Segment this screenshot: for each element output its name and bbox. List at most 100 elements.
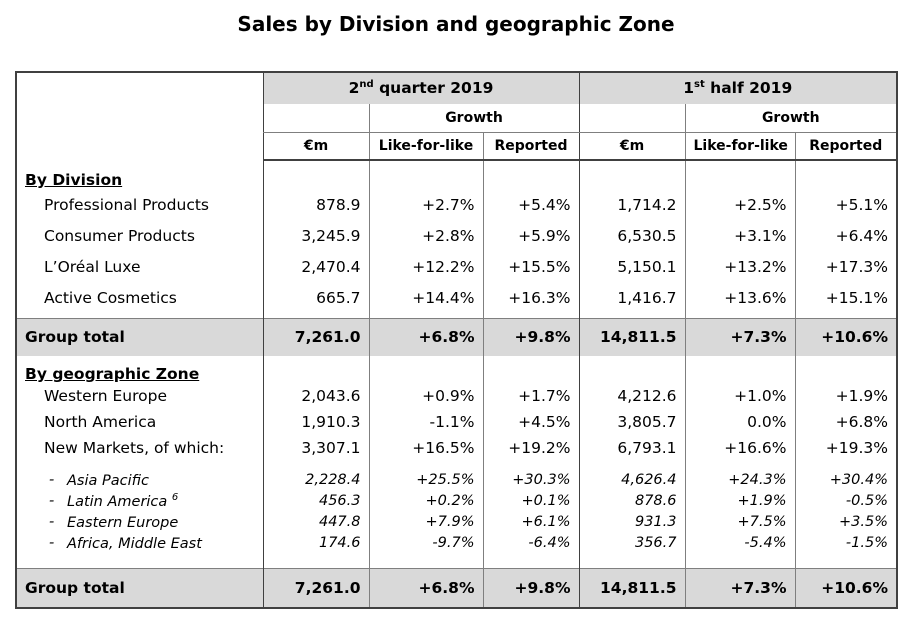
cell-h1-em: 878.6 [578, 490, 685, 511]
section-title: By Division [25, 171, 123, 189]
spacer-row [15, 313, 898, 318]
cell-h1-like-for-like: -5.4% [684, 532, 795, 553]
empty-cell [794, 160, 898, 189]
row-label: Group total [15, 567, 263, 609]
cell-q2-em: 447.8 [262, 511, 369, 532]
spacer-row [15, 461, 898, 469]
section-label: By Division [15, 160, 263, 189]
sub-region-name: Asia Pacific [67, 472, 149, 489]
sales-table: 2nd quarter 2019 1st half 2019 Growth Gr… [15, 71, 898, 609]
cell-q2-reported: +6.1% [482, 511, 579, 532]
cell-h1-like-for-like: +7.3% [684, 567, 795, 609]
sub-region-row: - Eastern Europe 447.8 +7.9% +6.1% 931.3 +7.5%… [15, 511, 898, 532]
row-label: - Africa, Middle East [15, 532, 263, 553]
cell-h1-reported: +6.4% [794, 220, 898, 251]
cell-q2-like-for-like: +16.5% [368, 435, 483, 461]
zone-row: New Markets, of which: 3,307.1 +16.5% +19.2… [15, 435, 898, 461]
empty-cell [684, 356, 795, 383]
empty-cell [368, 461, 483, 469]
header-blank [578, 104, 685, 133]
cell-h1-em: 3,805.7 [578, 409, 685, 435]
cell-h1-reported: +17.3% [794, 251, 898, 282]
row-label: L’Oréal Luxe [15, 251, 263, 282]
cell-h1-reported: -0.5% [794, 490, 898, 511]
cell-q2-like-for-like: +25.5% [368, 469, 483, 490]
cell-q2-em: 2,470.4 [262, 251, 369, 282]
cell-q2-reported: +30.3% [482, 469, 579, 490]
cell-q2-em: 665.7 [262, 282, 369, 313]
section-header-row: By geographic Zone [15, 356, 898, 383]
cell-q2-em: 174.6 [262, 532, 369, 553]
empty-cell [482, 356, 579, 383]
cell-h1-reported: -1.5% [794, 532, 898, 553]
empty-cell [578, 356, 685, 383]
group-total-row: Group total 7,261.0 +6.8% +9.8% 14,811.5 +7.3… [15, 317, 898, 356]
sub-region-row: - Asia Pacific 2,228.4 +25.5% +30.3% 4,626.4 +… [15, 469, 898, 490]
row-label: North America [15, 409, 263, 435]
group-total-row: Group total 7,261.0 +6.8% +9.8% 14,811.5 +7.3… [15, 567, 898, 609]
header-period-row: 2nd quarter 2019 1st half 2019 [15, 71, 898, 160]
empty-cell [482, 160, 579, 189]
empty-cell [794, 356, 898, 383]
header-growth-row: Growth Growth [16, 104, 898, 133]
sub-region-name: Latin America [67, 493, 172, 510]
empty-cell [794, 553, 898, 568]
cell-h1-like-for-like: +13.6% [684, 282, 795, 313]
col-header-reported: Reported [482, 132, 579, 161]
row-label: New Markets, of which: [15, 435, 263, 461]
division-row: Consumer Products 3,245.9 +2.8% +5.9% 6,530.… [15, 220, 898, 251]
header-growth-h1: Growth [684, 104, 898, 133]
cell-h1-like-for-like: +7.3% [684, 317, 795, 356]
empty-cell [482, 553, 579, 568]
cell-h1-reported: +6.8% [794, 409, 898, 435]
cell-h1-em: 1,416.7 [578, 282, 685, 313]
empty-cell [368, 160, 483, 189]
cell-q2-em: 7,261.0 [262, 567, 369, 609]
empty-cell [684, 461, 795, 469]
empty-cell [262, 461, 369, 469]
cell-h1-like-for-like: +7.5% [684, 511, 795, 532]
empty-cell [262, 356, 369, 383]
empty-cell [262, 160, 369, 189]
division-row: Active Cosmetics 665.7 +14.4% +16.3% 1,416.7… [15, 282, 898, 313]
footnote-marker: 6 [171, 491, 179, 503]
row-label: - Eastern Europe [15, 511, 263, 532]
cell-q2-like-for-like: -9.7% [368, 532, 483, 553]
cell-h1-like-for-like: +3.1% [684, 220, 795, 251]
cell-q2-reported: +0.1% [482, 490, 579, 511]
cell-h1-like-for-like: +24.3% [684, 469, 795, 490]
row-label: Group total [15, 317, 263, 356]
cell-q2-em: 3,245.9 [262, 220, 369, 251]
empty-cell [262, 553, 369, 568]
cell-h1-like-for-like: +13.2% [684, 251, 795, 282]
row-label: Professional Products [15, 189, 263, 220]
cell-h1-em: 356.7 [578, 532, 685, 553]
section-title: By geographic Zone [25, 365, 200, 383]
cell-h1-reported: +5.1% [794, 189, 898, 220]
cell-q2-em: 7,261.0 [262, 317, 369, 356]
section-label: By geographic Zone [15, 356, 263, 383]
cell-q2-reported: +5.4% [482, 189, 579, 220]
empty-cell [368, 553, 483, 568]
empty-cell [482, 461, 579, 469]
header-blank [262, 104, 369, 133]
cell-q2-reported: +5.9% [482, 220, 579, 251]
empty-cell [578, 461, 685, 469]
cell-h1-reported: +10.6% [794, 317, 898, 356]
header-h1-2019: 1st half 2019 [578, 71, 898, 104]
row-label: Active Cosmetics [15, 282, 263, 313]
col-header-em: €m [262, 132, 369, 161]
dash-marker: - [49, 472, 55, 489]
cell-h1-em: 4,626.4 [578, 469, 685, 490]
cell-q2-em: 3,307.1 [262, 435, 369, 461]
empty-cell [368, 356, 483, 383]
empty-cell [482, 313, 579, 318]
empty-cell [578, 160, 685, 189]
cell-q2-like-for-like: +7.9% [368, 511, 483, 532]
cell-q2-em: 456.3 [262, 490, 369, 511]
cell-q2-like-for-like: +2.8% [368, 220, 483, 251]
cell-h1-reported: +19.3% [794, 435, 898, 461]
cell-h1-like-for-like: +16.6% [684, 435, 795, 461]
cell-q2-reported: +16.3% [482, 282, 579, 313]
cell-h1-em: 5,150.1 [578, 251, 685, 282]
